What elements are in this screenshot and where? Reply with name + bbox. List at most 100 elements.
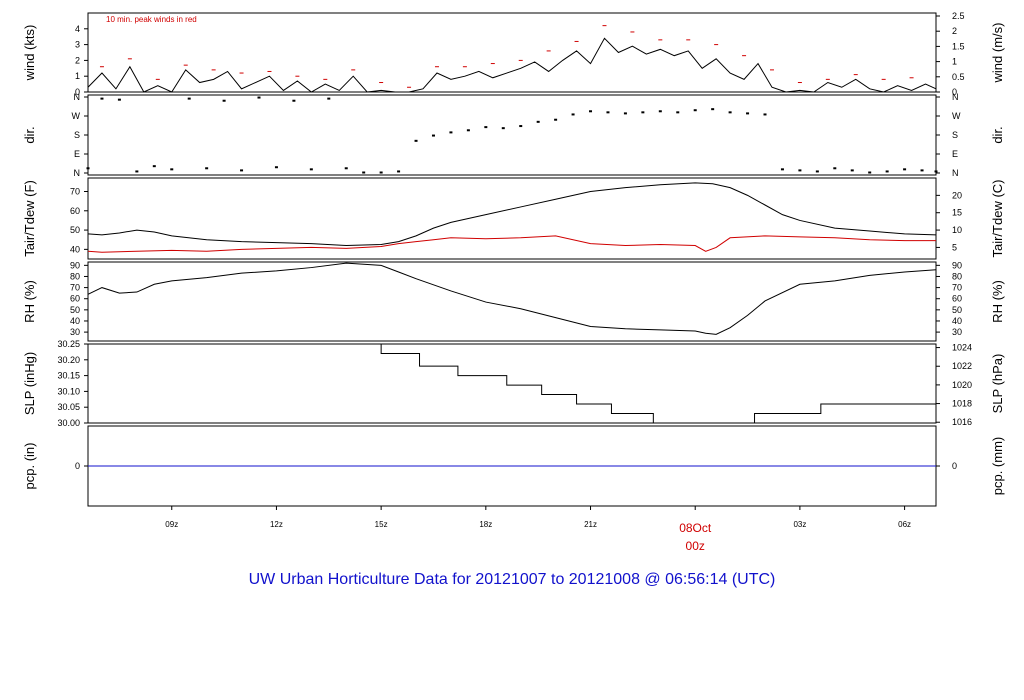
left-tick-label: 60 — [70, 206, 80, 216]
right-tick-label: 60 — [952, 294, 962, 304]
time-tick-label: 15z — [375, 520, 388, 529]
ylabel-right: wind (m/s) — [990, 23, 1005, 84]
direction-point — [693, 109, 697, 112]
direction-point — [240, 169, 244, 172]
left-tick-label: W — [72, 111, 81, 121]
panel-temp: Tair/Tdew (F) Tair/Tdew (C) 40 50 60 70 5 10 15 2… — [22, 177, 1005, 260]
right-tick-label: 1.5 — [952, 41, 965, 51]
right-tick-label: 1022 — [952, 361, 972, 371]
series-temp-0 — [87, 182, 937, 247]
ylabel-left: wind (kts) — [22, 25, 37, 82]
left-tick-label: 3 — [75, 40, 80, 50]
direction-point — [903, 168, 907, 171]
left-tick-label: 0 — [75, 87, 80, 97]
right-tick-label: 1020 — [952, 380, 972, 390]
series-line — [87, 262, 937, 335]
right-tick-label: 80 — [952, 271, 962, 281]
series-line — [87, 182, 937, 247]
ylabel-left: Tair/Tdew (F) — [22, 180, 37, 257]
right-tick-label: 1016 — [952, 417, 972, 427]
direction-point — [257, 96, 261, 99]
left-tick-label: 70 — [70, 187, 80, 197]
direction-point — [117, 98, 121, 101]
direction-point — [86, 167, 90, 170]
direction-point — [292, 99, 296, 102]
direction-point — [658, 110, 662, 113]
ylabel-left: pcp. (in) — [22, 443, 37, 490]
panel-frame — [87, 94, 937, 176]
left-tick-label: 2 — [75, 55, 80, 65]
direction-point — [711, 108, 715, 111]
left-tick-label: 30.25 — [57, 339, 80, 349]
left-tick-label: 90 — [70, 260, 80, 270]
direction-point — [205, 167, 209, 170]
direction-point — [920, 169, 924, 172]
direction-point — [571, 113, 575, 116]
direction-point — [606, 111, 610, 114]
right-tick-label: 0.5 — [952, 72, 965, 82]
peak-winds-annotation: 10 min. peak winds in red — [106, 15, 197, 24]
series-line — [87, 37, 937, 93]
left-tick-label: 30.00 — [57, 418, 80, 428]
series-wind-0 — [87, 37, 937, 93]
series-temp-1 — [87, 235, 936, 253]
direction-point — [623, 112, 627, 115]
direction-point — [868, 171, 872, 174]
right-tick-label: 1018 — [952, 399, 972, 409]
direction-point — [152, 165, 156, 168]
direction-point — [362, 171, 366, 174]
series-line — [87, 235, 936, 253]
direction-point — [798, 169, 802, 172]
right-tick-label: N — [952, 92, 959, 102]
right-tick-label: 40 — [952, 316, 962, 326]
panel-frame — [87, 343, 937, 424]
direction-point — [431, 134, 435, 137]
left-tick-label: N — [74, 92, 81, 102]
direction-point — [554, 118, 558, 121]
direction-point — [589, 110, 593, 113]
right-tick-label: 30 — [952, 327, 962, 337]
series-rh-0 — [87, 262, 937, 335]
left-tick-label: 50 — [70, 225, 80, 235]
direction-point — [641, 111, 645, 114]
right-tick-label: 70 — [952, 283, 962, 293]
direction-point — [222, 99, 226, 102]
right-tick-label: 0 — [952, 87, 957, 97]
ylabel-left: SLP (inHg) — [22, 352, 37, 415]
left-tick-label: E — [74, 149, 80, 159]
series-dir-0 — [86, 96, 938, 174]
right-tick-label: 5 — [952, 242, 957, 252]
panel-wind: wind (kts) wind (m/s) 0 1 2 3 4 0 0.5 1 1.5 2 2.5 10 … — [22, 11, 1005, 97]
direction-point — [763, 113, 767, 116]
direction-point — [309, 168, 313, 171]
time-tick-label: 12z — [270, 520, 283, 529]
right-tick-label: S — [952, 130, 958, 140]
ylabel-right: pcp. (mm) — [990, 437, 1005, 496]
right-tick-label: W — [952, 111, 961, 121]
right-tick-label: E — [952, 149, 958, 159]
right-tick-label: 1 — [952, 57, 957, 67]
left-tick-label: 30.20 — [57, 355, 80, 365]
direction-point — [676, 111, 680, 114]
time-tick-label: 18z — [479, 520, 492, 529]
ylabel-right: RH (%) — [990, 280, 1005, 323]
chart-title: UW Urban Horticulture Data for 20121007 … — [249, 571, 776, 588]
series-slp-0 — [88, 343, 936, 424]
left-tick-label: 80 — [70, 271, 80, 281]
direction-point — [274, 166, 278, 169]
direction-point — [484, 126, 488, 129]
right-tick-label: 90 — [952, 260, 962, 270]
left-tick-label: S — [74, 130, 80, 140]
direction-point — [187, 97, 191, 100]
direction-point — [850, 169, 854, 172]
panel-pcp: pcp. (in) pcp. (mm) 0 0 — [22, 425, 1005, 507]
direction-point — [170, 168, 174, 171]
time-axis: 09z 12z 15z 18z 21z 08Oct 00z 03z 06z — [165, 506, 911, 553]
direction-point — [885, 170, 889, 173]
direction-point — [519, 125, 523, 128]
right-tick-label: 50 — [952, 305, 962, 315]
direction-point — [414, 139, 418, 142]
left-tick-label: 4 — [75, 24, 80, 34]
